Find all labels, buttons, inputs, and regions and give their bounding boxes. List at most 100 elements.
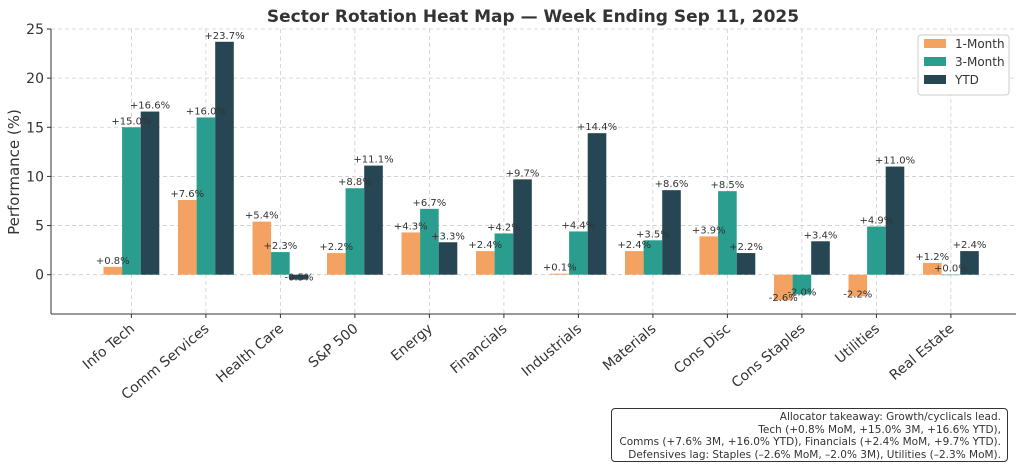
x-tick-label: Cons Disc bbox=[671, 321, 734, 377]
legend-label: 1-Month bbox=[955, 37, 1005, 51]
bar bbox=[587, 133, 607, 275]
bar bbox=[923, 262, 942, 275]
data-label: -2.0% bbox=[787, 287, 816, 298]
bar bbox=[345, 188, 365, 275]
y-tick-label: 15 bbox=[26, 120, 44, 136]
data-label: +2.3% bbox=[264, 241, 298, 252]
bar bbox=[699, 236, 719, 275]
bar bbox=[271, 252, 290, 275]
x-tick-label: Materials bbox=[600, 321, 659, 375]
x-tick-label: Utilities bbox=[832, 321, 883, 367]
x-tick-label: S&P 500 bbox=[306, 321, 362, 371]
y-tick-label: 0 bbox=[35, 268, 44, 284]
data-label: +11.0% bbox=[875, 156, 915, 167]
bar bbox=[736, 253, 756, 275]
bar bbox=[289, 274, 309, 280]
bar bbox=[122, 127, 141, 275]
note-line: Comms (+7.6% 3M, +16.0% YTD), Financials… bbox=[619, 436, 1001, 448]
bar bbox=[848, 274, 868, 297]
y-tick-label: 20 bbox=[26, 71, 44, 87]
data-label: +4.9% bbox=[860, 216, 894, 227]
bar bbox=[625, 251, 644, 275]
bar bbox=[960, 251, 979, 275]
bar bbox=[252, 221, 272, 275]
data-label: +3.9% bbox=[692, 225, 726, 236]
y-tick-label: 10 bbox=[26, 169, 44, 185]
x-tick-label: Cons Staples bbox=[729, 321, 809, 391]
bars bbox=[103, 41, 979, 301]
bar bbox=[438, 242, 458, 275]
bar bbox=[550, 273, 570, 275]
x-tick-label: Industrials bbox=[519, 321, 585, 380]
note-line: Allocator takeaway: Growth/cyclicals lea… bbox=[779, 411, 1001, 423]
bar bbox=[662, 190, 681, 275]
data-label: +9.7% bbox=[506, 168, 540, 179]
data-label: -2.6% bbox=[769, 293, 798, 304]
data-label: +1.2% bbox=[915, 252, 949, 263]
data-label: -2.2% bbox=[843, 289, 872, 300]
legend-label: 3-Month bbox=[955, 55, 1005, 69]
data-label: +8.8% bbox=[338, 177, 372, 188]
bar bbox=[196, 117, 216, 275]
data-label: +15.0% bbox=[111, 116, 151, 127]
bar bbox=[178, 200, 197, 275]
data-label: +8.6% bbox=[655, 179, 689, 190]
legend-label: YTD bbox=[954, 73, 979, 87]
data-label: +14.4% bbox=[577, 122, 617, 133]
data-label: +16.0% bbox=[186, 106, 226, 117]
note-line: Defensives lag: Staples (–2.6% MoM, –2.0… bbox=[628, 448, 1001, 461]
y-axis-label: Performance (%) bbox=[5, 109, 23, 235]
bar bbox=[885, 166, 905, 275]
legend-swatch bbox=[924, 39, 946, 48]
axes bbox=[50, 29, 1016, 315]
x-tick-label: Energy bbox=[388, 321, 436, 365]
bar bbox=[569, 231, 588, 275]
bar bbox=[420, 208, 439, 275]
y-tick-label: 25 bbox=[26, 22, 44, 38]
data-label: +4.2% bbox=[487, 222, 521, 233]
bar bbox=[494, 233, 514, 275]
chart-title: Sector Rotation Heat Map — Week Ending S… bbox=[267, 7, 799, 27]
note-line: Tech (+0.8% MoM, +15.0% 3M, +16.6% YTD), bbox=[758, 423, 1001, 436]
data-label: +0.1% bbox=[543, 263, 577, 274]
data-label: +0.0% bbox=[934, 264, 968, 275]
allocator-takeaway-note: Allocator takeaway: Growth/cyclicals lea… bbox=[611, 408, 1008, 462]
data-label: +23.7% bbox=[204, 31, 244, 42]
legend-swatch bbox=[924, 75, 946, 84]
data-label: +2.4% bbox=[617, 240, 651, 251]
bar bbox=[513, 179, 532, 275]
bar bbox=[643, 240, 663, 275]
data-label: +6.7% bbox=[413, 198, 447, 209]
bar bbox=[811, 241, 830, 275]
x-tick-label: Info Tech bbox=[80, 321, 138, 373]
data-label: +5.4% bbox=[245, 211, 279, 222]
data-label: +3.5% bbox=[636, 229, 670, 240]
y-tick-labels: 0 5 10 15 20 25 bbox=[26, 22, 51, 284]
bar bbox=[774, 274, 793, 301]
data-label: +3.3% bbox=[431, 231, 465, 242]
bar bbox=[867, 226, 886, 275]
data-label: +4.4% bbox=[562, 220, 596, 231]
bar bbox=[140, 111, 160, 275]
bar bbox=[476, 251, 495, 275]
data-label: +4.3% bbox=[394, 221, 428, 232]
data-label: +8.5% bbox=[711, 180, 745, 191]
bar bbox=[215, 41, 234, 275]
bar bbox=[103, 266, 123, 275]
bar bbox=[327, 253, 346, 275]
bar bbox=[718, 191, 737, 275]
y-tick-label: 5 bbox=[35, 219, 44, 235]
x-tick-label: Financials bbox=[448, 321, 511, 377]
data-label: +2.2% bbox=[319, 242, 353, 253]
bar bbox=[941, 274, 961, 276]
legend-swatch bbox=[924, 57, 946, 66]
bar bbox=[792, 274, 812, 295]
data-label: +2.2% bbox=[729, 242, 763, 253]
data-label: -0.5% bbox=[284, 273, 313, 284]
x-tick-label: Real Estate bbox=[887, 321, 958, 384]
data-label: +2.4% bbox=[468, 240, 502, 251]
data-label: +11.1% bbox=[353, 155, 393, 166]
data-labels: +0.8% +7.6% +5.4% +2.2% +4.3% +2.4% +0.1% +2.4%… bbox=[96, 31, 986, 304]
